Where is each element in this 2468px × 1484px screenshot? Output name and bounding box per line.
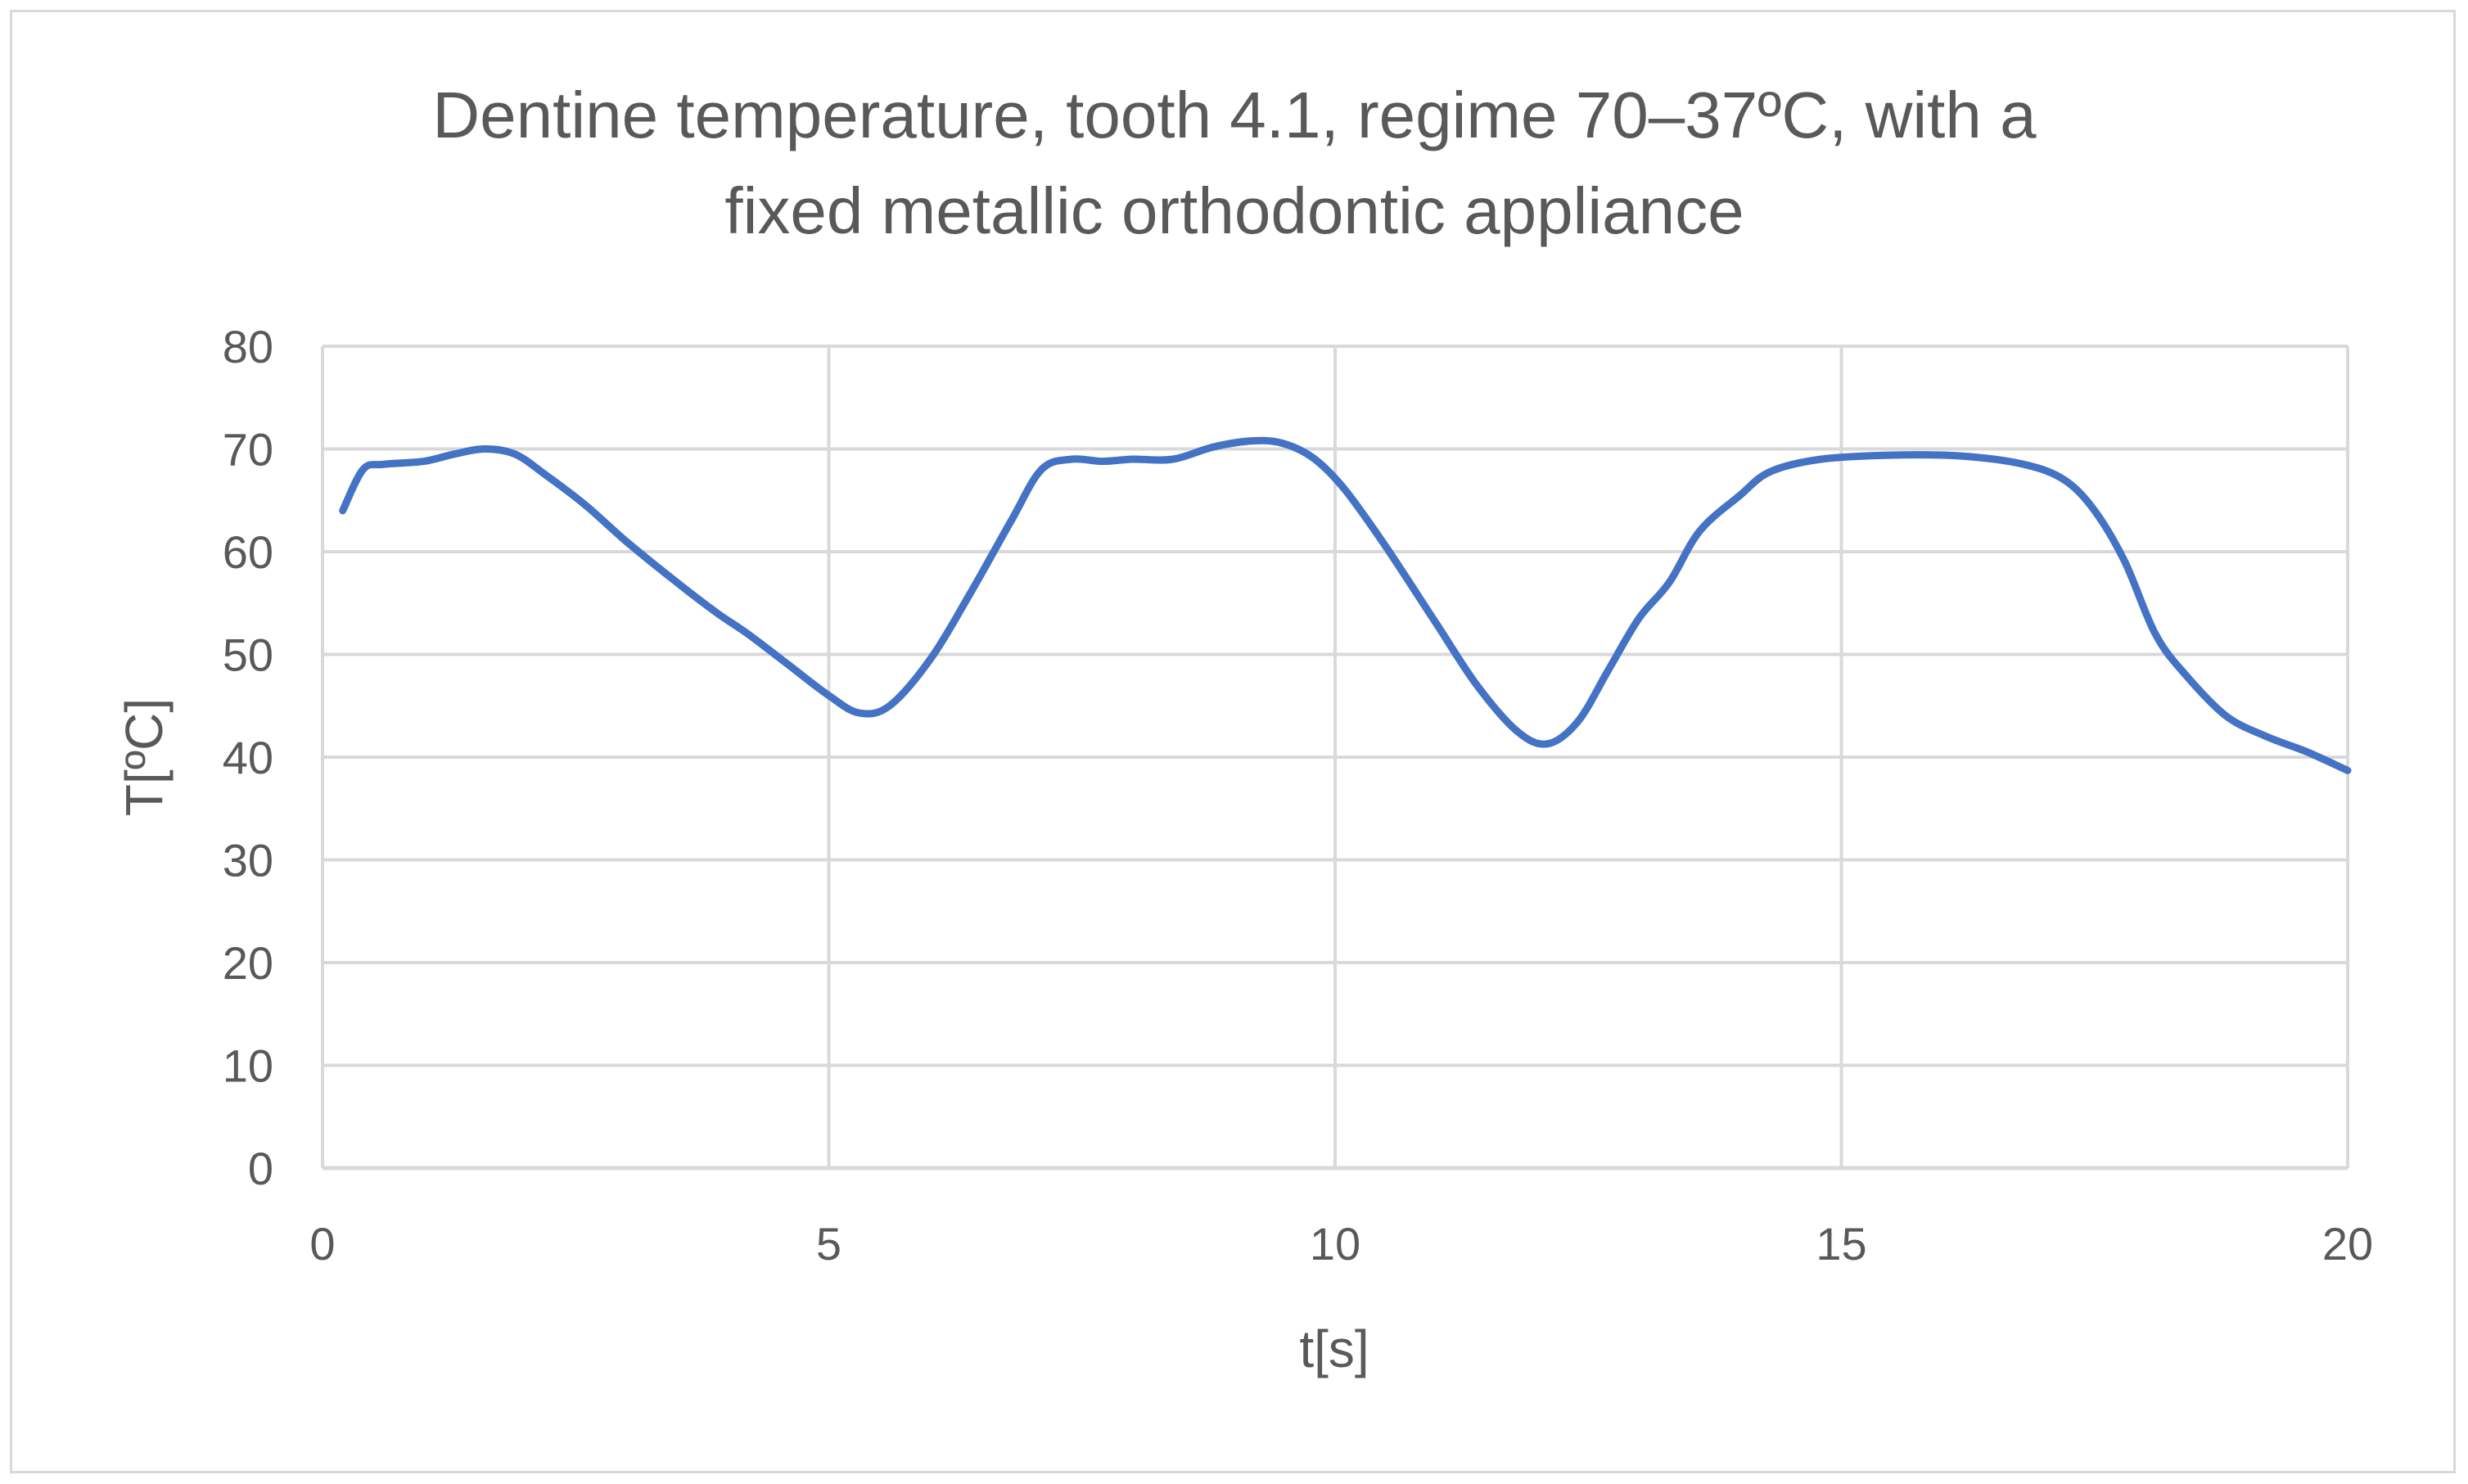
x-tick-label-10: 10 [1310,1218,1360,1270]
x-tick-label-15: 15 [1816,1218,1866,1270]
x-axis-title: t[s] [1299,1319,1369,1378]
chart-frame [10,10,2456,1473]
x-tick-label-0: 0 [309,1218,335,1270]
grid-lines [321,345,2349,1171]
y-tick-label-30: 30 [223,835,273,886]
y-tick-label-0: 0 [248,1143,273,1194]
x-tick-label-5: 5 [816,1218,841,1270]
series-layer [339,436,2352,774]
chart-title-line-1: Dentine temperature, tooth 4.1, regime 7… [432,79,2037,151]
y-tick-label-60: 60 [223,526,273,578]
y-tick-label-10: 10 [223,1040,273,1092]
chart-title-line-2: fixed metallic orthodontic appliance [724,174,1744,247]
y-tick-label-20: 20 [223,937,273,989]
y-tick-label-40: 40 [223,732,273,783]
y-tick-label-80: 80 [223,321,273,372]
series-line-0 [339,436,2352,774]
x-tick-label-20: 20 [2322,1218,2373,1270]
tick-labels: 0 10 20 30 40 50 60 70 80 0 5 10 15 20 [223,321,2373,1270]
y-tick-label-70: 70 [223,424,273,476]
y-axis-title: T[ºC] [115,698,174,816]
y-tick-label-50: 50 [223,629,273,681]
